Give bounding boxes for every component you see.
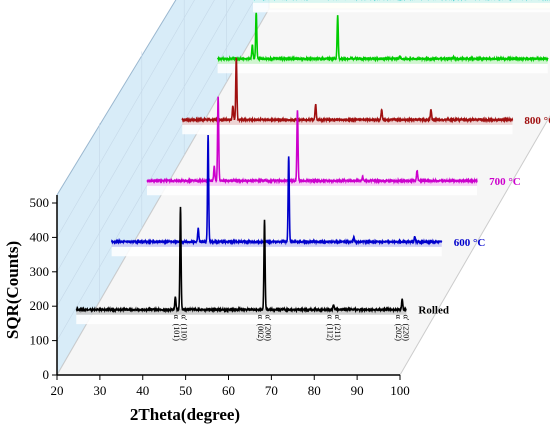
peak-label-text: (112) [325,324,334,341]
side-grid-line [56,0,215,272]
x-tick-label: 100 [390,383,410,398]
series-line-4 [216,12,549,63]
peak-label-text: α' [333,315,342,321]
peak-label-text: (200) [264,324,273,342]
series-fill [182,57,513,135]
x-tick-label: 60 [222,383,235,398]
y-tick-label: 400 [30,229,50,244]
x-tick-label: 40 [136,383,149,398]
y-tick-label: 0 [43,367,50,382]
peak-label-text: (211) [333,324,342,341]
x-tick-label: 20 [51,383,64,398]
peak-label-text: α' [179,315,188,321]
side-grid-line [56,0,195,238]
peak-label: α (202) [394,315,403,342]
peak-label-text: α' [402,315,411,321]
series-label: 600 °C [454,237,486,249]
peak-label-text: (202) [394,324,403,342]
side-grid-line [56,0,255,341]
peak-label-text: α [172,315,181,320]
x-axis-label: 2Theta(degree) [130,405,240,424]
series-label: 700 °C [489,176,521,188]
peak-label-text: (220) [402,324,411,342]
peak-label: α (112) [325,315,334,341]
peak-label-text: α' [264,315,273,321]
peak-label-text: (110) [179,324,188,341]
x-tick-label: 50 [179,383,192,398]
peak-label-text: α [256,315,265,320]
peak-label: α (101) [172,315,181,342]
peak-label: α (002) [256,315,265,342]
y-axis-label: SQR(Counts) [3,241,22,339]
series-line-0 [75,206,407,314]
peak-label-text: (101) [172,324,181,342]
x-tick-label: 90 [351,383,364,398]
series-layer [75,0,550,325]
series-line-1 [110,135,443,246]
series-fill [217,12,548,74]
peak-label: α' (211) [333,315,342,341]
peak-label: α' (110) [179,315,188,341]
x-tick-label: 70 [265,383,278,398]
y-tick-label: 500 [30,195,50,210]
series-line-3 [181,57,514,124]
series-fill [111,135,442,257]
peak-label-text: α [394,315,403,320]
peak-label: α' (200) [264,315,273,342]
y-tick-label: 200 [30,298,50,313]
series-label: 800 °C [524,115,550,127]
x-tick-label: 30 [93,383,106,398]
x-tick-label: 80 [308,383,321,398]
peak-label-text: (002) [256,324,265,342]
series-fill [76,206,407,325]
y-tick-label: 100 [30,333,50,348]
series-line-2 [146,96,478,185]
series-fill [252,0,550,13]
peak-label-text: α [325,315,334,320]
series-fill [146,96,478,196]
series-label: Rolled [418,305,449,317]
peak-label: α' (220) [402,315,411,342]
y-tick-label: 300 [30,264,50,279]
side-grid-line [56,0,235,307]
axes-layer: 20 30 40 50 60 70 80 90 100 0 100 200 300 400 500 [30,195,410,398]
